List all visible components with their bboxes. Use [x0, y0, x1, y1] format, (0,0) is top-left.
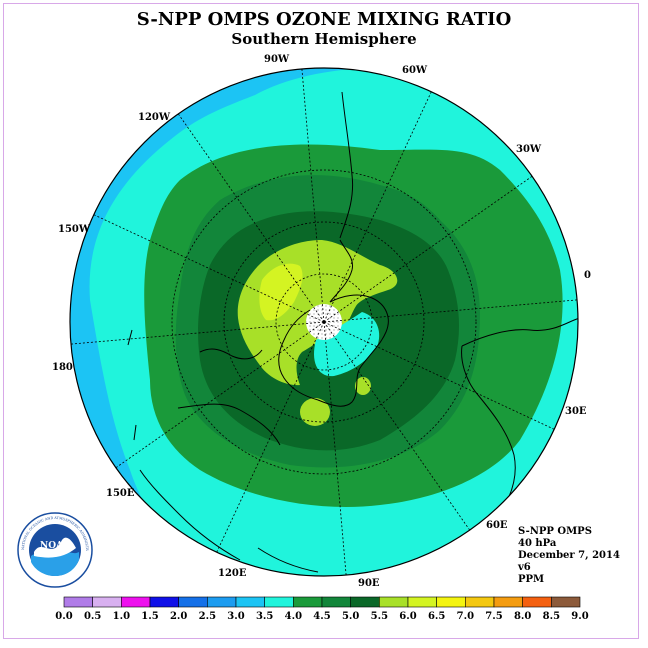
lon-label-90e: 90E	[358, 578, 380, 589]
lon-label-0: 0	[584, 270, 591, 281]
longitude-labels: 90W 60W 30W 0 30E 60E 90E 120E 150E 180 …	[52, 54, 591, 589]
info-instrument: S-NPP OMPS	[518, 526, 592, 537]
colorbar-swatch	[149, 596, 179, 608]
colorbar-swatch	[264, 596, 294, 608]
colorbar-labels: 0.0 0.5 1.0 1.5 2.0 2.5 3.0 3.5 4.0 4.5 5.0 5.5 6.0 6…	[55, 611, 588, 622]
colorbar-tick-label: 6.5	[428, 611, 445, 622]
lon-label-60e: 60E	[486, 520, 508, 531]
lon-label-30e: 30E	[565, 406, 587, 417]
colorbar-tick-label: 4.0	[285, 611, 302, 622]
info-units: PPM	[518, 574, 545, 585]
colorbar-swatch	[321, 596, 351, 608]
lon-label-150e: 150E	[106, 488, 135, 499]
colorbar-tick-label: 0.5	[84, 611, 101, 622]
colorbar-tick-label: 7.5	[485, 611, 502, 622]
info-level: 40 hPa	[518, 538, 557, 549]
colorbar-swatch	[121, 596, 151, 608]
noaa-logo-text: NOAA	[40, 541, 71, 551]
latitude-circles	[171, 169, 477, 475]
colorbar-tick-label: 3.0	[227, 611, 244, 622]
colorbar-swatch	[522, 596, 552, 608]
ozone-inner-lobe	[314, 312, 380, 377]
colorbar-tick-label: 2.5	[199, 611, 216, 622]
lon-label-150w: 150W	[58, 224, 91, 235]
colorbar	[63, 596, 581, 608]
colorbar-tick-label: 4.5	[313, 611, 330, 622]
colorbar-tick-label: 8.0	[514, 611, 531, 622]
lon-label-90w: 90W	[264, 54, 290, 65]
colorbar-tick-label: 1.0	[113, 611, 130, 622]
colorbar-swatch	[551, 596, 581, 608]
map-disc-border	[69, 67, 579, 577]
ozone-band-6-0	[259, 263, 303, 321]
info-version: v6	[518, 562, 531, 573]
lon-label-180: 180	[52, 362, 73, 373]
map-subtitle: Southern Hemisphere	[231, 30, 417, 48]
colorbar-swatch	[178, 596, 208, 608]
colorbar-swatch	[436, 596, 466, 608]
page-frame	[3, 3, 639, 639]
colorbar-tick-label: 9.0	[571, 611, 588, 622]
colorbar-tick-label: 6.0	[399, 611, 416, 622]
colorbar-tick-label: 2.0	[170, 611, 187, 622]
colorbar-swatch	[235, 596, 265, 608]
lon-label-60w: 60W	[402, 65, 428, 76]
info-block: S-NPP OMPS 40 hPa December 7, 2014 v6 PP…	[518, 526, 620, 586]
colorbar-swatch	[293, 596, 323, 608]
colorbar-swatch	[207, 596, 237, 608]
colorbar-tick-label: 7.0	[457, 611, 474, 622]
ozone-island-east	[355, 377, 371, 395]
lon-label-120e: 120E	[218, 568, 247, 579]
colorbar-swatch	[63, 596, 93, 608]
colorbar-tick-label: 1.5	[141, 611, 158, 622]
coastlines	[127, 91, 578, 573]
colorbar-tick-label: 5.5	[371, 611, 388, 622]
lon-label-30w: 30W	[516, 144, 542, 155]
colorbar-swatch	[407, 596, 437, 608]
colorbar-tick-label: 0.0	[55, 611, 72, 622]
colorbar-tick-label: 3.5	[256, 611, 273, 622]
info-date: December 7, 2014	[518, 550, 620, 561]
colorbar-tick-label: 8.5	[543, 611, 560, 622]
colorbar-swatch	[350, 596, 380, 608]
lon-label-120w: 120W	[138, 112, 171, 123]
colorbar-swatch	[92, 596, 122, 608]
colorbar-tick-label: 5.0	[342, 611, 359, 622]
colorbar-swatch	[465, 596, 495, 608]
ozone-island-south	[300, 398, 330, 426]
map-title: S-NPP OMPS OZONE MIXING RATIO	[136, 9, 512, 30]
colorbar-swatch	[493, 596, 523, 608]
colorbar-swatch	[379, 596, 409, 608]
